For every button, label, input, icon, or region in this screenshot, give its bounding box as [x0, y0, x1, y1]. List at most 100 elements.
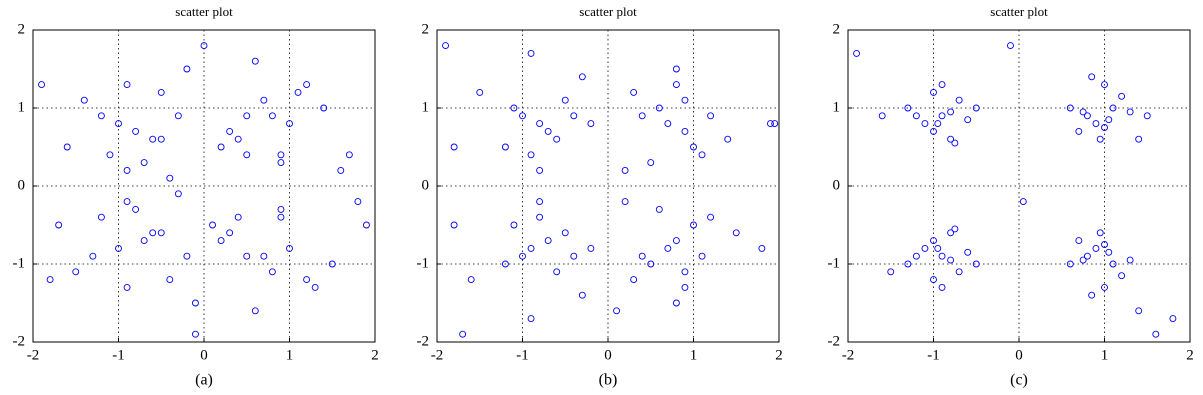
point [561, 229, 569, 237]
point [732, 229, 740, 237]
point [72, 268, 80, 276]
y-tick-label: 2 [422, 21, 430, 37]
point [1105, 116, 1113, 124]
point [115, 120, 122, 128]
point [217, 143, 225, 151]
point [955, 268, 963, 276]
point [707, 112, 715, 120]
point [578, 73, 586, 81]
point [853, 49, 860, 57]
point [191, 330, 199, 338]
point [1135, 307, 1143, 315]
point [904, 104, 912, 112]
y-tick-label: -1 [13, 255, 26, 271]
point [536, 198, 544, 206]
point [587, 120, 595, 128]
caption: (a) [195, 372, 213, 389]
point [934, 244, 942, 252]
y-tick-label: -2 [828, 333, 841, 349]
point [106, 151, 114, 159]
point [630, 276, 638, 284]
point [638, 252, 646, 260]
point [209, 221, 217, 229]
point [260, 96, 268, 104]
y-tick-label: 0 [18, 177, 26, 193]
point [132, 127, 140, 135]
point [621, 198, 629, 206]
point [938, 81, 946, 89]
point [226, 229, 234, 237]
point [938, 283, 946, 291]
point [226, 127, 234, 135]
point [251, 57, 259, 65]
y-tick-label: 2 [18, 21, 26, 37]
x-tick-label: 2 [775, 347, 783, 363]
point [115, 244, 122, 252]
chart-title: scatter plot [990, 4, 1048, 19]
point [553, 135, 561, 143]
point [1066, 260, 1074, 268]
point [55, 221, 63, 229]
caption: (c) [1010, 372, 1028, 389]
point [681, 127, 689, 135]
point [527, 244, 535, 252]
point [1019, 198, 1027, 206]
point [140, 159, 148, 167]
point [191, 299, 199, 307]
x-tick-label: 1 [1101, 347, 1109, 363]
point [320, 104, 328, 112]
point [157, 135, 165, 143]
point [510, 104, 518, 112]
point [587, 244, 595, 252]
point [89, 252, 97, 260]
point [467, 276, 475, 284]
point [97, 112, 105, 120]
point [912, 112, 920, 120]
point [277, 151, 285, 159]
point [536, 120, 544, 128]
x-tick-label: -2 [27, 347, 40, 363]
point [234, 135, 242, 143]
point [80, 96, 88, 104]
point [501, 143, 509, 151]
y-tick-label: 1 [422, 99, 430, 115]
point [1135, 135, 1143, 143]
point [174, 112, 182, 120]
point [1083, 252, 1091, 260]
point [1126, 108, 1134, 116]
x-tick-label: -2 [842, 347, 855, 363]
point [570, 112, 578, 120]
point [1118, 272, 1126, 280]
point [878, 112, 886, 120]
point [286, 120, 293, 128]
point [1075, 127, 1083, 135]
point [1066, 104, 1074, 112]
x-tick-label: 0 [1015, 347, 1023, 363]
point [930, 237, 937, 245]
chart-title: scatter plot [579, 4, 637, 19]
point [363, 221, 370, 229]
caption: (b) [599, 372, 618, 389]
point [519, 112, 526, 120]
x-tick-label: -1 [927, 347, 940, 363]
point [46, 276, 54, 284]
point [553, 268, 561, 276]
point [345, 151, 353, 159]
point [771, 120, 779, 128]
point [183, 65, 191, 73]
point [947, 135, 955, 143]
point [354, 198, 362, 206]
point [1007, 42, 1014, 50]
point [613, 307, 620, 315]
point [767, 120, 774, 128]
y-tick-label: 0 [422, 177, 430, 193]
point [972, 260, 980, 268]
plot-frame [436, 29, 780, 343]
point [1079, 256, 1087, 264]
point [1092, 120, 1100, 128]
point [672, 299, 680, 307]
point [174, 190, 182, 198]
point [690, 143, 697, 151]
point [1092, 244, 1100, 252]
